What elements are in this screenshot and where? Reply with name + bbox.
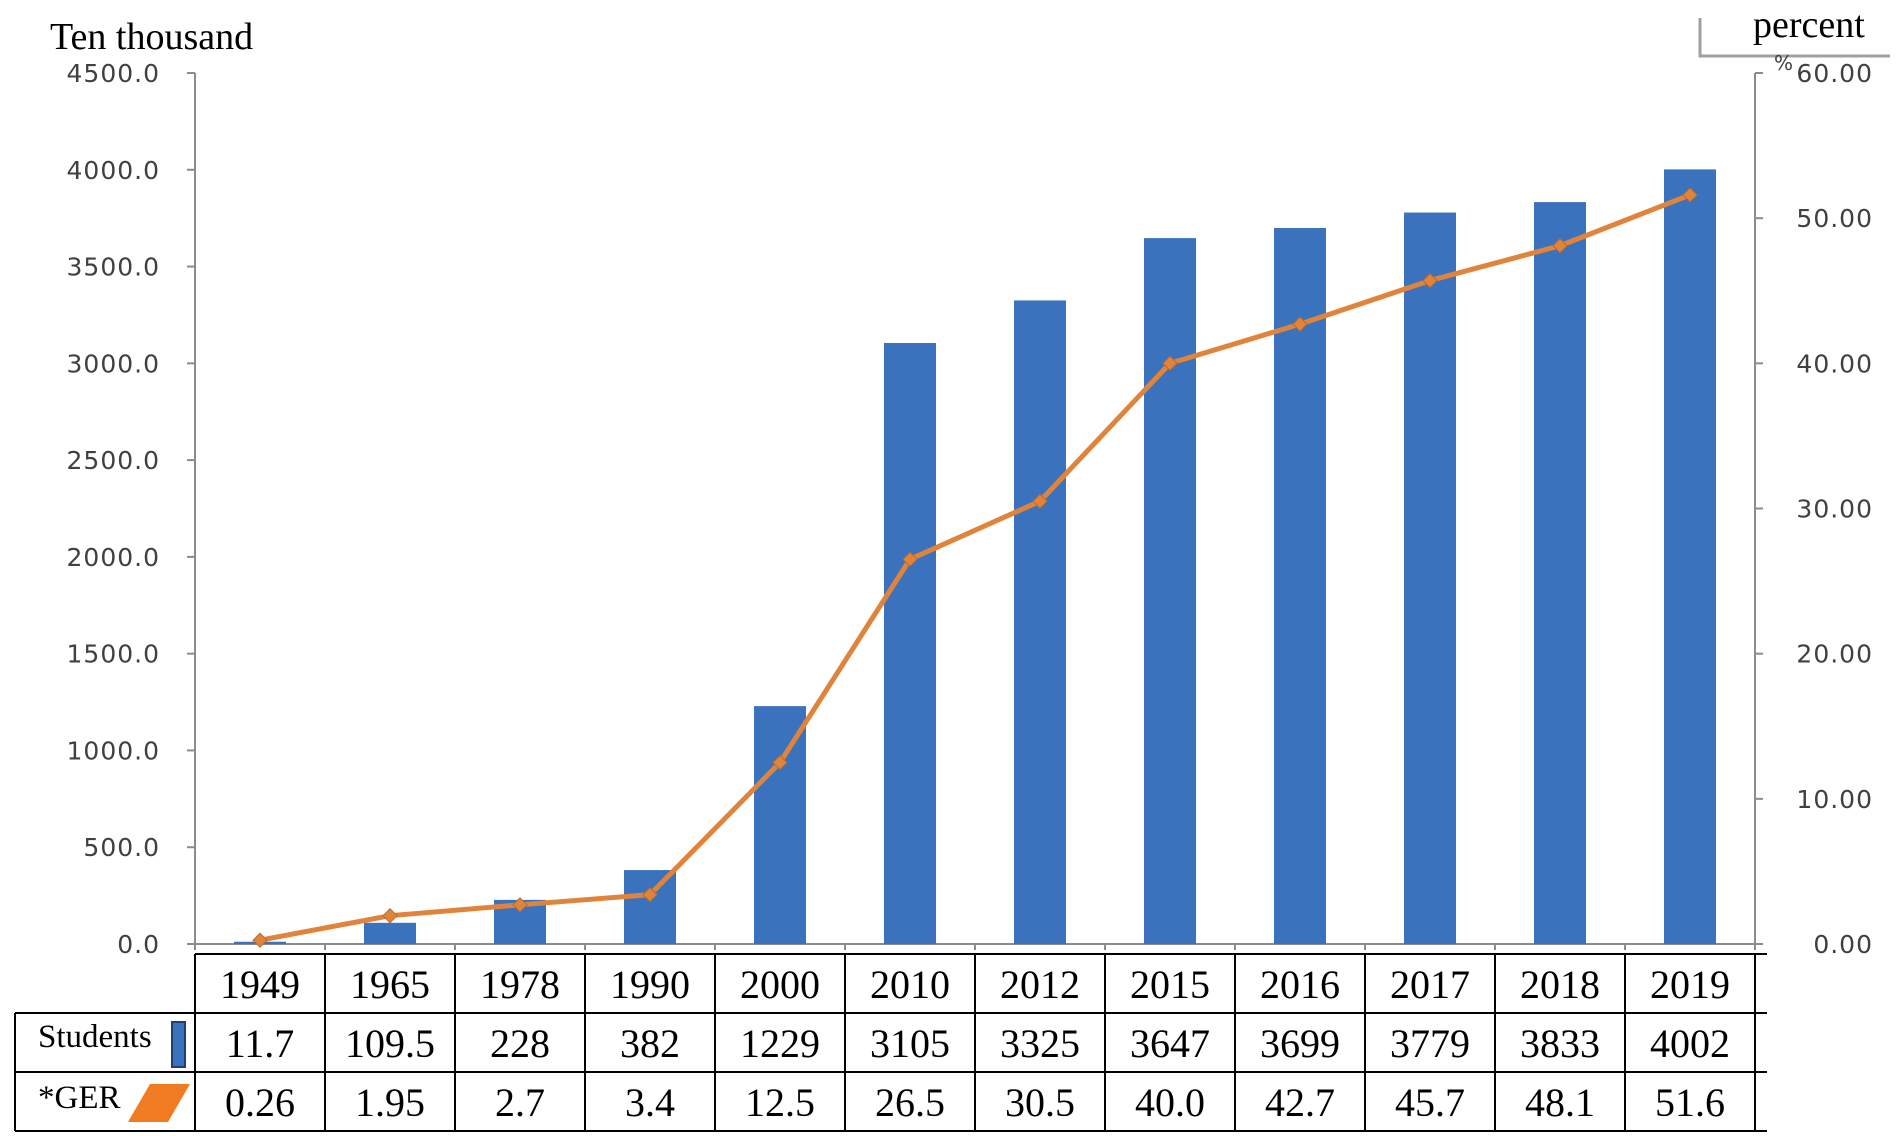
bar-students-2019 bbox=[1664, 169, 1716, 944]
ger-value-cell: 30.5 bbox=[1005, 1080, 1075, 1125]
students-value-cell: 1229 bbox=[740, 1021, 820, 1066]
right-axis-title-frame bbox=[1698, 18, 1890, 58]
left-axis-ticks: 0.0 500.0 1000.0 1500.0 2000.0 2500.0 3000.0 35… bbox=[67, 59, 195, 959]
table-year-cell: 2012 bbox=[1000, 962, 1080, 1007]
ger-point-2015 bbox=[1162, 355, 1178, 372]
data-table: 1949 1965 1978 1990 2000 2010 2012 2015 2016 2017… bbox=[14, 953, 1767, 1132]
line-series-ger bbox=[252, 187, 1698, 948]
students-value-cell: 3325 bbox=[1000, 1021, 1080, 1066]
ger-value-cell: 2.7 bbox=[495, 1080, 545, 1125]
table-year-cell: 2016 bbox=[1260, 962, 1340, 1007]
left-axis-title: Ten thousand bbox=[50, 16, 253, 58]
ger-point-2010 bbox=[902, 551, 918, 568]
bar-students-1965 bbox=[364, 922, 416, 944]
right-tick-label: 20.00 bbox=[1796, 640, 1873, 669]
bar-students-2010 bbox=[884, 343, 936, 944]
students-value-cell: 11.7 bbox=[226, 1021, 295, 1066]
ger-row-label: *GER bbox=[38, 1080, 121, 1116]
ger-point-2012 bbox=[1032, 493, 1048, 509]
students-value-cell: 109.5 bbox=[345, 1021, 435, 1066]
bar-students-2016 bbox=[1274, 228, 1326, 945]
bar-students-2015 bbox=[1144, 238, 1196, 944]
table-year-cell: 1949 bbox=[220, 962, 300, 1007]
left-tick-label: 4500.0 bbox=[67, 59, 160, 88]
students-value-cell: 382 bbox=[620, 1021, 680, 1066]
table-year-cell: 2018 bbox=[1520, 962, 1600, 1007]
ger-point-1965 bbox=[382, 907, 398, 924]
ger-value-cell: 12.5 bbox=[745, 1080, 815, 1125]
ger-point-1949 bbox=[252, 932, 268, 948]
bar-series-students bbox=[194, 169, 1756, 950]
left-tick-label: 2500.0 bbox=[67, 446, 160, 475]
table-year-cell: 2010 bbox=[870, 962, 950, 1007]
left-tick-label: 2000.0 bbox=[67, 543, 160, 572]
ger-point-2017 bbox=[1422, 272, 1438, 289]
left-tick-label: 1000.0 bbox=[67, 736, 160, 765]
ger-value-cell: 42.7 bbox=[1265, 1080, 1335, 1125]
right-tick-label: 60.00 bbox=[1796, 59, 1873, 88]
left-tick-label: 0.0 bbox=[117, 930, 160, 959]
students-row-label: Students bbox=[38, 1019, 152, 1055]
bar-students-2012 bbox=[1014, 300, 1066, 945]
right-axis-title: percent bbox=[1753, 4, 1865, 46]
bar-students-2018 bbox=[1534, 202, 1586, 944]
ger-point-2016 bbox=[1292, 316, 1308, 332]
table-year-cell: 2015 bbox=[1130, 962, 1210, 1007]
ger-legend-swatch bbox=[128, 1084, 190, 1122]
bar-students-1990 bbox=[624, 870, 676, 944]
right-axis-ticks: 0.00 10.00 20.00 30.00 40.00 50.00 60.00 bbox=[1755, 59, 1873, 959]
students-value-cell: 3779 bbox=[1390, 1021, 1470, 1066]
right-axis-unit-mark: % bbox=[1774, 51, 1793, 75]
table-year-cell: 2000 bbox=[740, 962, 820, 1007]
students-legend-swatch bbox=[171, 1021, 186, 1068]
ger-value-cell: 26.5 bbox=[875, 1080, 945, 1125]
right-tick-label: 40.00 bbox=[1796, 349, 1873, 378]
left-tick-label: 1500.0 bbox=[67, 640, 160, 669]
ger-point-1990 bbox=[642, 886, 658, 903]
table-year-cell: 2017 bbox=[1390, 962, 1470, 1007]
left-tick-label: 3500.0 bbox=[67, 253, 160, 282]
students-value-cell: 3699 bbox=[1260, 1021, 1340, 1066]
students-value-cell: 3105 bbox=[870, 1021, 950, 1066]
ger-point-2000 bbox=[772, 754, 788, 771]
students-value-cell: 3833 bbox=[1520, 1021, 1600, 1066]
table-year-cell: 1965 bbox=[350, 962, 430, 1007]
left-tick-label: 3000.0 bbox=[67, 349, 160, 378]
ger-value-cell: 40.0 bbox=[1135, 1080, 1205, 1125]
ger-value-cell: 1.95 bbox=[355, 1080, 425, 1125]
ger-value-cell: 48.1 bbox=[1525, 1080, 1595, 1125]
ger-point-2019 bbox=[1682, 187, 1698, 203]
table-year-cell: 2019 bbox=[1650, 962, 1730, 1007]
right-tick-label: 50.00 bbox=[1796, 204, 1873, 233]
right-tick-label: 10.00 bbox=[1796, 785, 1873, 814]
ger-point-1978 bbox=[512, 897, 528, 913]
ger-value-cell: 45.7 bbox=[1395, 1080, 1465, 1125]
students-value-cell: 4002 bbox=[1650, 1021, 1730, 1066]
ger-value-cell: 0.26 bbox=[225, 1080, 295, 1125]
ger-value-cell: 3.4 bbox=[625, 1080, 675, 1125]
ger-point-2018 bbox=[1552, 238, 1568, 254]
left-tick-label: 500.0 bbox=[83, 833, 160, 862]
bar-students-2000 bbox=[754, 706, 806, 944]
right-tick-label: 30.00 bbox=[1796, 495, 1873, 524]
table-year-cell: 1978 bbox=[480, 962, 560, 1007]
table-year-cell: 1990 bbox=[610, 962, 690, 1007]
right-tick-label: 0.00 bbox=[1813, 930, 1873, 959]
ger-value-cell: 51.6 bbox=[1655, 1080, 1725, 1125]
students-value-cell: 228 bbox=[490, 1021, 550, 1066]
left-tick-label: 4000.0 bbox=[67, 156, 160, 185]
students-value-cell: 3647 bbox=[1130, 1021, 1210, 1066]
ger-line bbox=[259, 192, 1691, 943]
bar-students-2017 bbox=[1404, 212, 1456, 944]
